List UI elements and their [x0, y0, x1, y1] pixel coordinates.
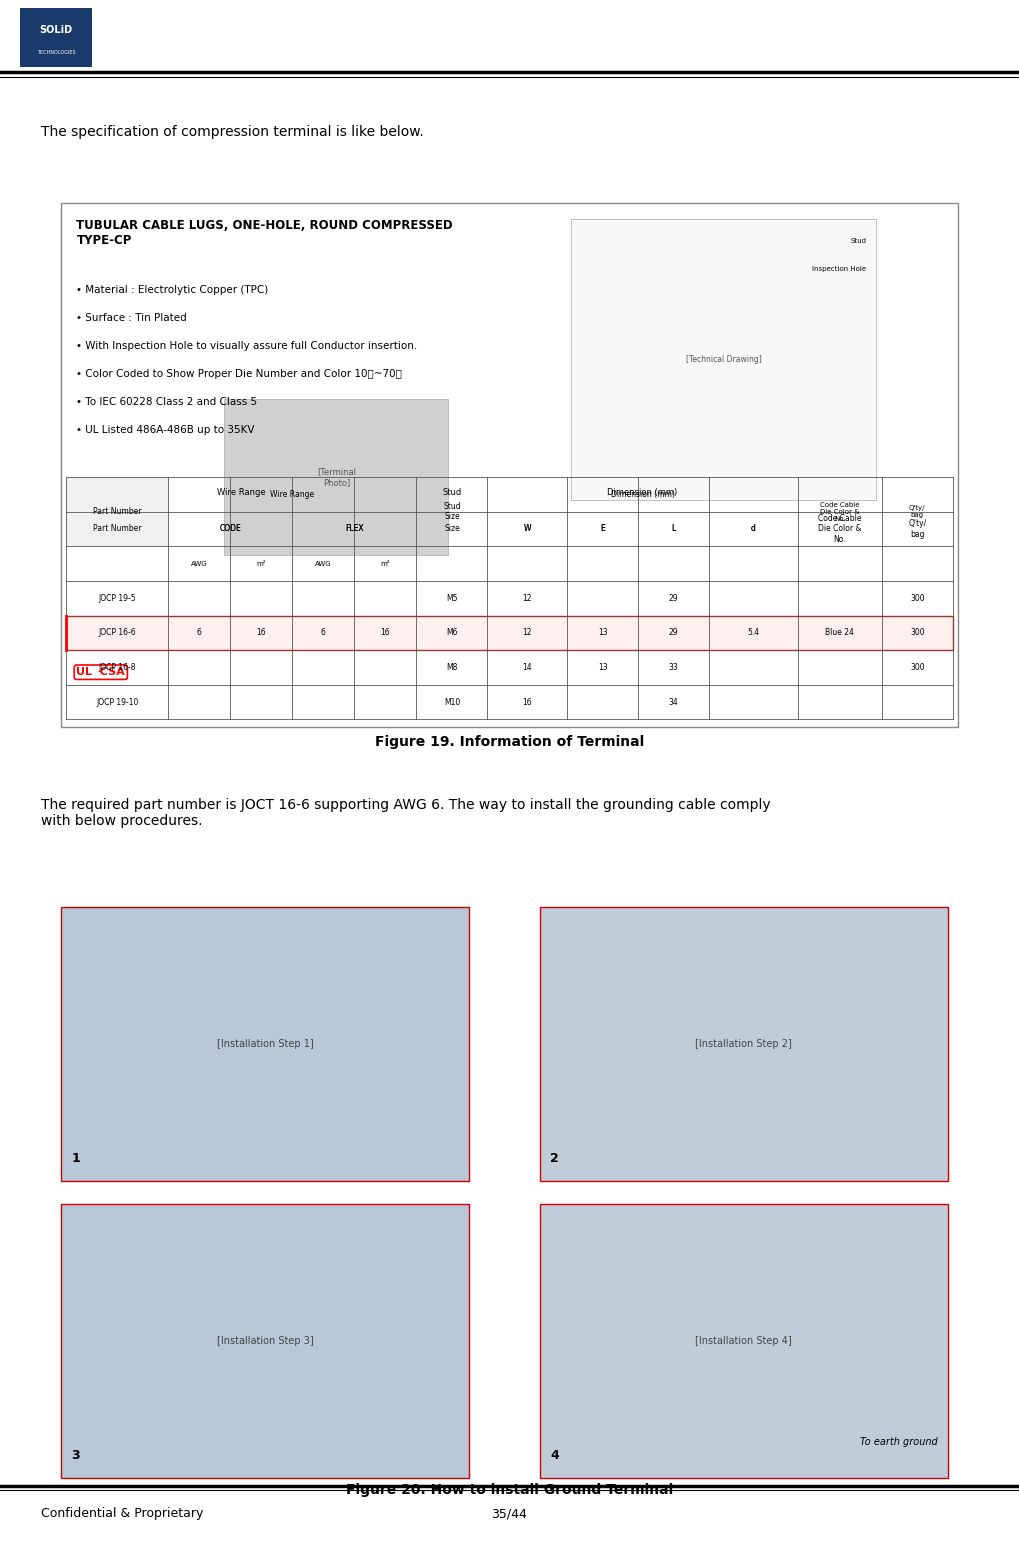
Text: Dimension (mm): Dimension (mm)	[610, 490, 675, 499]
Text: Part Number: Part Number	[93, 524, 142, 533]
Text: 6: 6	[321, 629, 326, 638]
Text: AWG: AWG	[315, 560, 331, 566]
Text: Stud
Size: Stud Size	[443, 502, 461, 521]
FancyBboxPatch shape	[20, 8, 92, 67]
FancyBboxPatch shape	[66, 616, 953, 651]
Text: W: W	[524, 524, 531, 533]
Text: Inspection Hole: Inspection Hole	[812, 266, 866, 272]
Text: CODE: CODE	[219, 524, 242, 533]
Text: Wire Range: Wire Range	[270, 490, 315, 499]
Text: 29: 29	[668, 629, 679, 638]
Text: Figure 20. How to install Ground Terminal: Figure 20. How to install Ground Termina…	[345, 1483, 674, 1497]
Text: • UL Listed 486A-486B up to 35KV: • UL Listed 486A-486B up to 35KV	[76, 425, 255, 435]
Text: The required part number is JOCT 16-6 supporting AWG 6. The way to install the g: The required part number is JOCT 16-6 su…	[41, 798, 770, 827]
Text: 34: 34	[668, 698, 679, 707]
Text: 12: 12	[523, 594, 532, 602]
Text: Dimension (mm): Dimension (mm)	[607, 488, 678, 497]
Text: 5.4: 5.4	[747, 629, 759, 638]
Text: Figure 19. Information of Terminal: Figure 19. Information of Terminal	[375, 735, 644, 749]
Text: [Installation Step 3]: [Installation Step 3]	[217, 1336, 313, 1347]
Text: 16: 16	[257, 629, 266, 638]
Text: To earth ground: To earth ground	[860, 1437, 937, 1447]
Text: m²: m²	[380, 560, 390, 566]
Text: d: d	[751, 524, 756, 533]
Text: Wire Range: Wire Range	[217, 488, 266, 497]
Text: • With Inspection Hole to visually assure full Conductor insertion.: • With Inspection Hole to visually assur…	[76, 341, 418, 350]
Text: 300: 300	[910, 663, 924, 673]
Text: • Color Coded to Show Proper Die Number and Color 10㎢~70㎢: • Color Coded to Show Proper Die Number …	[76, 369, 403, 378]
Text: [Installation Step 4]: [Installation Step 4]	[696, 1336, 792, 1347]
Text: L: L	[672, 524, 676, 533]
FancyBboxPatch shape	[540, 1204, 948, 1478]
Text: 6: 6	[197, 629, 202, 638]
Text: Q'ty/
bag: Q'ty/ bag	[908, 519, 926, 538]
Text: FLEX: FLEX	[345, 524, 364, 533]
Text: The specification of compression terminal is like below.: The specification of compression termina…	[41, 125, 424, 139]
Text: [Installation Step 2]: [Installation Step 2]	[695, 1038, 793, 1049]
FancyBboxPatch shape	[61, 203, 958, 727]
Text: Part Number: Part Number	[93, 507, 142, 516]
Text: [Installation Step 1]: [Installation Step 1]	[217, 1038, 313, 1049]
Text: 13: 13	[598, 663, 607, 673]
Text: • Material : Electrolytic Copper (TPC): • Material : Electrolytic Copper (TPC)	[76, 285, 269, 294]
Text: AWG: AWG	[191, 560, 208, 566]
Text: d: d	[751, 524, 756, 533]
Text: 16: 16	[523, 698, 532, 707]
Text: E: E	[600, 524, 605, 533]
Text: Confidential & Proprietary: Confidential & Proprietary	[41, 1508, 203, 1520]
Text: Stud: Stud	[442, 488, 462, 497]
Text: M10: M10	[443, 698, 460, 707]
Text: 2: 2	[550, 1153, 559, 1165]
Text: TUBULAR CABLE LUGS, ONE-HOLE, ROUND COMPRESSED
TYPE-CP: TUBULAR CABLE LUGS, ONE-HOLE, ROUND COMP…	[76, 219, 453, 247]
Text: CODE: CODE	[219, 524, 242, 533]
Text: UL  CSA: UL CSA	[76, 668, 125, 677]
FancyBboxPatch shape	[571, 219, 876, 500]
Text: Size: Size	[444, 524, 460, 533]
Text: 1: 1	[71, 1153, 81, 1165]
Text: • Surface : Tin Plated: • Surface : Tin Plated	[76, 313, 187, 322]
Text: 16: 16	[380, 629, 390, 638]
Text: 13: 13	[598, 629, 607, 638]
Text: 33: 33	[668, 663, 679, 673]
Text: SOLiD: SOLiD	[40, 25, 72, 36]
Text: [Terminal
Photo]: [Terminal Photo]	[317, 468, 356, 486]
Text: JOCP 19-5: JOCP 19-5	[99, 594, 136, 602]
Text: M6: M6	[446, 629, 458, 638]
Text: JOCP 16-6: JOCP 16-6	[99, 629, 136, 638]
Text: TECHNOLOGIES: TECHNOLOGIES	[37, 50, 75, 55]
Text: m²: m²	[257, 560, 266, 566]
Text: M5: M5	[446, 594, 458, 602]
Text: E: E	[600, 524, 605, 533]
Text: Blue 24: Blue 24	[825, 629, 854, 638]
Text: JOCP 19-10: JOCP 19-10	[96, 698, 139, 707]
Text: 29: 29	[668, 594, 679, 602]
Text: Q'ty/
bag: Q'ty/ bag	[909, 505, 925, 518]
Text: JOCP 16-8: JOCP 16-8	[99, 663, 136, 673]
FancyBboxPatch shape	[61, 1204, 469, 1478]
FancyBboxPatch shape	[61, 907, 469, 1181]
Text: L: L	[672, 524, 676, 533]
Text: 300: 300	[910, 594, 924, 602]
Text: 35/44: 35/44	[491, 1508, 528, 1520]
FancyBboxPatch shape	[66, 477, 168, 546]
Text: Code Cable
Die Color &
No.: Code Cable Die Color & No.	[818, 515, 861, 544]
Text: Code Cable
Die Color &
No.: Code Cable Die Color & No.	[820, 502, 860, 522]
Text: [Technical Drawing]: [Technical Drawing]	[686, 355, 761, 364]
Text: 14: 14	[523, 663, 532, 673]
FancyBboxPatch shape	[224, 399, 448, 555]
Text: 300: 300	[910, 629, 924, 638]
FancyBboxPatch shape	[540, 907, 948, 1181]
Text: 4: 4	[550, 1450, 559, 1462]
Text: 12: 12	[523, 629, 532, 638]
Text: M8: M8	[446, 663, 458, 673]
Text: W: W	[524, 524, 531, 533]
Text: FLEX: FLEX	[345, 524, 364, 533]
Text: • To IEC 60228 Class 2 and Class 5: • To IEC 60228 Class 2 and Class 5	[76, 397, 258, 407]
Text: 3: 3	[71, 1450, 79, 1462]
Text: Stud: Stud	[850, 238, 866, 244]
